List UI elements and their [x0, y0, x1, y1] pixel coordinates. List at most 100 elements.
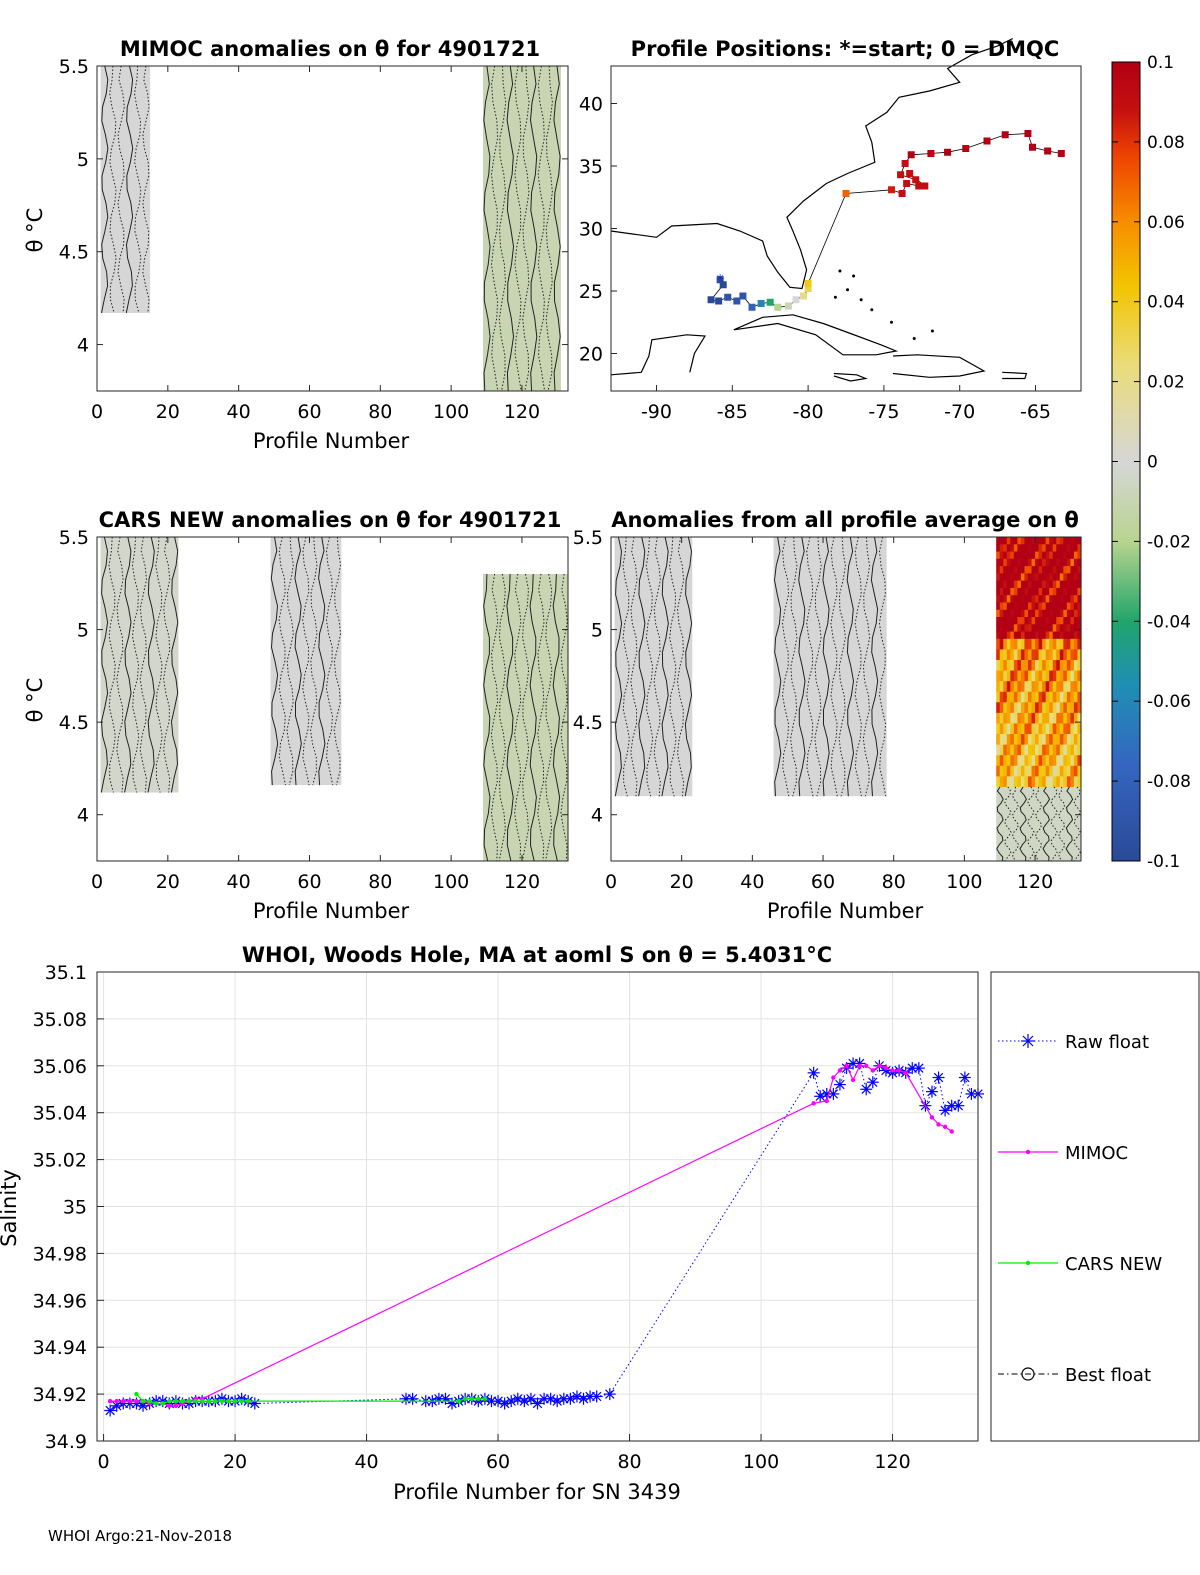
x-tick-label: 0 — [605, 871, 617, 893]
heatmap-cell — [1070, 609, 1075, 618]
heatmap-cell — [1024, 587, 1029, 596]
heatmap-cell — [996, 566, 1001, 574]
heatmap-cell — [1077, 558, 1082, 567]
mimoc-point — [903, 1070, 908, 1076]
contour-line — [483, 573, 491, 862]
colorbar-tick-label: 0.1 — [1147, 53, 1174, 73]
colorbar-tick-label: 0 — [1147, 453, 1158, 473]
heatmap-cell — [1027, 609, 1033, 618]
marker-stroke — [513, 1394, 523, 1404]
heatmap-cell — [1073, 537, 1079, 545]
marker-stroke — [868, 1077, 878, 1087]
heatmap-cell — [1013, 649, 1018, 661]
marker-stroke — [914, 1063, 924, 1073]
heatmap-cell — [1073, 670, 1079, 682]
contour-line — [1050, 786, 1058, 862]
heatmap-cell — [1027, 744, 1033, 756]
profile-position — [983, 137, 991, 145]
raw-float-point — [807, 1066, 820, 1079]
heatmap-cell — [996, 776, 1001, 788]
heatmap-cell — [1063, 723, 1068, 735]
heatmap-cell — [1059, 551, 1064, 560]
heatmap-cell — [1006, 681, 1011, 693]
heatmap-cell — [1052, 649, 1057, 661]
raw-float-point — [925, 1085, 938, 1098]
heatmap-cell — [996, 537, 1001, 545]
heatmap-cell — [1010, 602, 1015, 611]
heatmap-cell — [1038, 558, 1043, 567]
mimoc-point — [864, 1063, 869, 1069]
heatmap-cell — [1073, 734, 1079, 746]
heatmap-cell — [1031, 765, 1036, 777]
heatmap-cell — [1010, 609, 1015, 618]
heatmap-cell — [1070, 544, 1075, 553]
colorbar-tick-label: -0.1 — [1147, 852, 1180, 872]
x-tick-label: 80 — [368, 871, 392, 893]
heatmap-cell — [1077, 681, 1082, 693]
heatmap-cell — [1059, 638, 1064, 651]
heatmap-cell — [1035, 609, 1040, 618]
island-dot — [870, 308, 874, 312]
heatmap-cell — [1056, 744, 1061, 756]
heatmap-cell — [1017, 765, 1022, 777]
heatmap-cell — [1073, 617, 1079, 625]
heatmap-cell — [1031, 744, 1036, 756]
heatmap-cell — [1045, 602, 1050, 611]
heatmap-cell — [996, 631, 1001, 640]
heatmap-cell — [1027, 681, 1033, 693]
heatmap-cell — [1059, 609, 1064, 618]
heatmap-cell — [999, 702, 1004, 714]
heatmap-cell — [996, 617, 1001, 625]
heatmap-cell — [1045, 744, 1050, 756]
heatmap-cell — [1017, 537, 1022, 545]
heatmap-cell — [996, 765, 1001, 777]
heatmap-cell — [999, 776, 1004, 788]
profile-position — [903, 180, 911, 187]
heatmap-cell — [999, 537, 1004, 545]
heatmap-cell — [1038, 744, 1043, 756]
heatmap-cell — [1056, 558, 1061, 567]
heatmap-cell — [1056, 631, 1061, 640]
mimoc-point — [837, 1068, 843, 1073]
contour-line — [100, 536, 109, 793]
heatmap-cell — [1031, 580, 1036, 589]
heatmap-cell — [1059, 580, 1064, 589]
heatmap-cell — [1042, 734, 1047, 746]
mimoc-point — [121, 1398, 126, 1404]
heatmap-cell — [1006, 573, 1011, 582]
heatmap-cell — [1013, 537, 1018, 545]
y-tick-label: 35 — [579, 156, 603, 178]
heatmap-cell — [1035, 537, 1040, 545]
heatmap-cell — [1031, 602, 1036, 611]
heatmap-cell — [1066, 702, 1071, 714]
contour-line — [521, 573, 530, 862]
y-tick-label: 34.94 — [33, 1337, 87, 1359]
heatmap-cell — [1063, 595, 1068, 604]
allavg-panel: 0 20 40 60 80 100 120 4 4.5 5 5.5 — [573, 527, 1082, 893]
heatmap-cell — [1056, 638, 1061, 651]
y-tick-label: 5.5 — [573, 527, 603, 549]
island-dot — [930, 329, 934, 333]
heatmap-cell — [1003, 602, 1008, 611]
allavg-title: Anomalies from all profile average on θ — [611, 508, 1079, 532]
heatmap-cell — [999, 638, 1004, 651]
heatmap-cell — [1020, 580, 1026, 589]
heatmap-cell — [1070, 702, 1075, 714]
heatmap-cell — [1038, 609, 1043, 618]
y-tick-label: 20 — [579, 344, 603, 366]
heatmap-cell — [1059, 617, 1064, 625]
heatmap-cell — [1020, 566, 1026, 574]
heatmap-cell — [1013, 617, 1018, 625]
heatmap-cell — [1038, 765, 1043, 777]
heatmap-cell — [1035, 551, 1040, 560]
heatmap-cell — [1042, 573, 1047, 582]
heatmap-cell — [1073, 659, 1079, 672]
contour-line — [553, 65, 561, 392]
heatmap-cell — [1024, 638, 1029, 651]
y-tick-label: 35.1 — [45, 962, 87, 984]
x-tick-label: 120 — [504, 871, 540, 893]
map-background — [611, 66, 1081, 391]
heatmap-cell — [1056, 723, 1061, 735]
mimoc-ylabel: θ °C — [23, 208, 47, 253]
heatmap-cell — [1006, 765, 1011, 777]
